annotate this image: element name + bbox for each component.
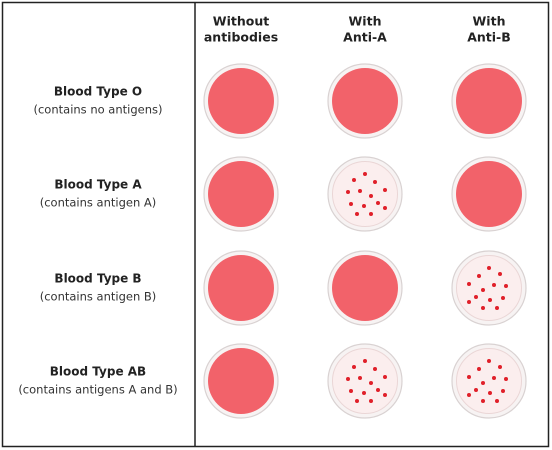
- column-header: Anti-A: [343, 30, 387, 45]
- clump: [358, 189, 362, 193]
- column-header: With: [349, 14, 382, 29]
- dish-blood: [456, 161, 522, 227]
- clump: [383, 188, 387, 192]
- clump: [467, 300, 471, 304]
- column-header: With: [473, 14, 506, 29]
- clump: [369, 399, 373, 403]
- clump: [362, 204, 366, 208]
- row-title: Blood Type B: [54, 272, 141, 286]
- clump: [477, 367, 481, 371]
- clump: [349, 202, 353, 206]
- clump: [383, 375, 387, 379]
- clump: [373, 180, 377, 184]
- clump: [474, 388, 478, 392]
- clump: [474, 295, 478, 299]
- dish-blood: [208, 161, 274, 227]
- dish-clumped: [332, 161, 398, 227]
- clump: [467, 393, 471, 397]
- clump: [467, 282, 471, 286]
- clump: [349, 389, 353, 393]
- dish-blood: [456, 68, 522, 134]
- dish-blood: [208, 348, 274, 414]
- row-title: Blood Type O: [54, 85, 142, 99]
- clump: [481, 288, 485, 292]
- dish-blood: [332, 68, 398, 134]
- clump: [346, 377, 350, 381]
- clump: [355, 212, 359, 216]
- clump: [358, 376, 362, 380]
- clump: [481, 381, 485, 385]
- clump: [383, 206, 387, 210]
- clump: [504, 284, 508, 288]
- clump: [501, 296, 505, 300]
- column-header: Anti-B: [467, 30, 511, 45]
- column-header: Without: [213, 14, 269, 29]
- dish-blood: [208, 255, 274, 321]
- clump: [346, 190, 350, 194]
- clump: [492, 376, 496, 380]
- clump: [383, 393, 387, 397]
- row-subtitle: (contains antigen A): [40, 196, 157, 210]
- clump: [369, 212, 373, 216]
- content: WithoutantibodiesWithAnti-AWithAnti-BBlo…: [18, 14, 527, 419]
- clump: [363, 359, 367, 363]
- clump: [495, 306, 499, 310]
- dish-clumped: [332, 348, 398, 414]
- clump: [487, 359, 491, 363]
- dish-blood: [332, 255, 398, 321]
- clump: [467, 375, 471, 379]
- column-header: antibodies: [204, 30, 278, 45]
- clump: [376, 388, 380, 392]
- clump: [487, 266, 491, 270]
- clump: [362, 391, 366, 395]
- clump: [492, 283, 496, 287]
- clump: [481, 306, 485, 310]
- clump: [352, 178, 356, 182]
- clump: [376, 201, 380, 205]
- dish-clumped: [456, 255, 522, 321]
- row-title: Blood Type AB: [50, 365, 146, 379]
- row-title: Blood Type A: [54, 178, 142, 192]
- clump: [488, 391, 492, 395]
- clump: [495, 399, 499, 403]
- clump: [355, 399, 359, 403]
- clump: [363, 172, 367, 176]
- clump: [501, 389, 505, 393]
- clump: [498, 272, 502, 276]
- dish-blood: [208, 68, 274, 134]
- row-subtitle: (contains no antigens): [34, 103, 163, 117]
- row-subtitle: (contains antigens A and B): [18, 383, 177, 397]
- clump: [488, 298, 492, 302]
- clump: [352, 365, 356, 369]
- clump: [498, 365, 502, 369]
- dish-clumped: [456, 348, 522, 414]
- clump: [504, 377, 508, 381]
- clump: [369, 194, 373, 198]
- clump: [481, 399, 485, 403]
- clump: [373, 367, 377, 371]
- clump: [477, 274, 481, 278]
- clump: [369, 381, 373, 385]
- row-subtitle: (contains antigen B): [40, 290, 157, 304]
